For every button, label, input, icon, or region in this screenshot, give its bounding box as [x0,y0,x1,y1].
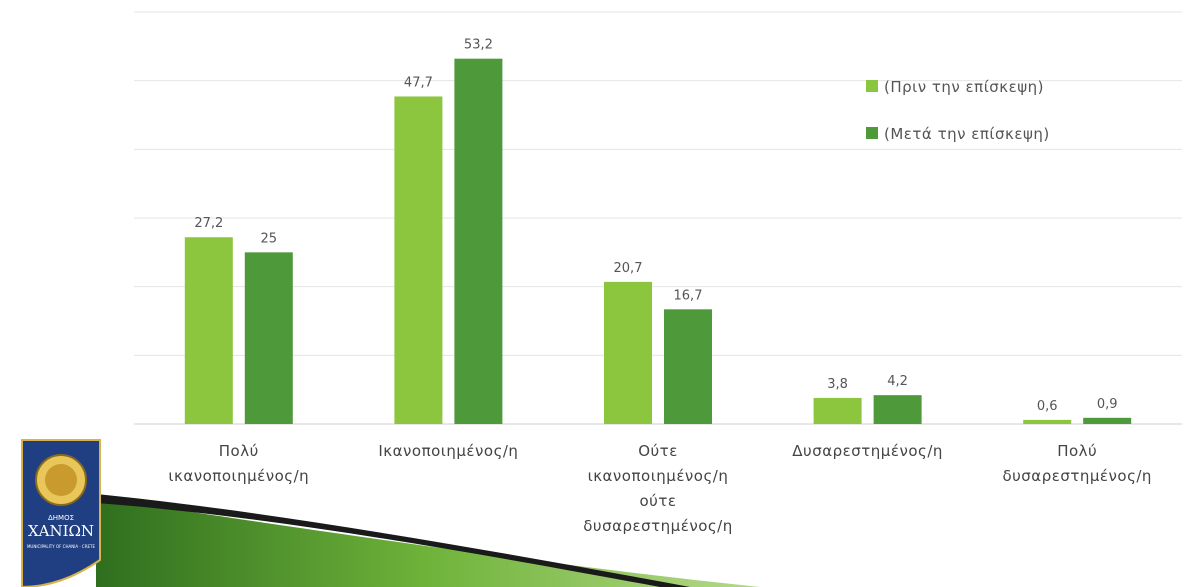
bar-before [813,397,862,424]
value-labels: 27,2 25 47,7 53,2 20,7 16,7 3,8 4,2 0,6 0,9 [194,38,1117,414]
value-label: 0,6 [1037,399,1058,414]
value-label: 47,7 [404,75,433,90]
value-label: 4,2 [887,374,908,389]
category-label: δυσαρεστημένος/η [583,517,733,535]
bar-before [604,281,652,424]
value-label: 20,7 [614,261,643,276]
category-labels: Πολύ ικανοποιημένος/η Ικανοποιημένος/η Ούτε… [168,442,1152,535]
legend-swatch-after [866,127,878,139]
category-label: ικανοποιημένος/η [588,467,729,485]
category-label: Δυσαρεστημένος/η [792,442,943,460]
legend-label-after: (Μετά την επίσκεψη) [884,125,1050,143]
bar-after [664,309,712,424]
category-label: δυσαρεστημένος/η [1002,467,1152,485]
category-label: ικανοποιημένος/η [168,467,309,485]
bars [184,58,1132,425]
value-label: 27,2 [194,216,223,231]
bar-before [394,96,443,425]
bar-before [184,237,233,424]
value-label: 25 [261,231,278,246]
gridlines [134,11,1182,425]
category-label: ούτε [640,492,677,510]
bar-after [454,58,503,425]
category-label: Ούτε [638,442,678,460]
logo-top-text: ΔΗΜΟΣ [48,514,74,522]
value-label: 0,9 [1097,397,1118,412]
legend-label-before: (Πριν την επίσκεψη) [884,78,1044,96]
logo-main-text: ΧΑΝΙΩΝ [28,522,94,540]
logo-bottom-text: MUNICIPALITY OF CHANIA · CRETE [27,544,96,549]
municipality-logo: ΔΗΜΟΣ ΧΑΝΙΩΝ MUNICIPALITY OF CHANIA · CR… [21,439,101,587]
decorative-swoosh [96,494,760,587]
bar-after [1083,417,1132,424]
legend: (Πριν την επίσκεψη) (Μετά την επίσκεψη) [866,78,1050,143]
value-label: 3,8 [827,377,848,392]
category-label: Πολύ [1057,442,1097,460]
bar-after [873,395,922,424]
legend-swatch-before [866,80,878,92]
value-label: 16,7 [674,288,703,303]
category-label: Ικανοποιημένος/η [378,442,518,460]
category-label: Πολύ [219,442,259,460]
value-label: 53,2 [464,38,493,53]
bar-after [244,252,293,424]
bar-before [1023,419,1072,424]
